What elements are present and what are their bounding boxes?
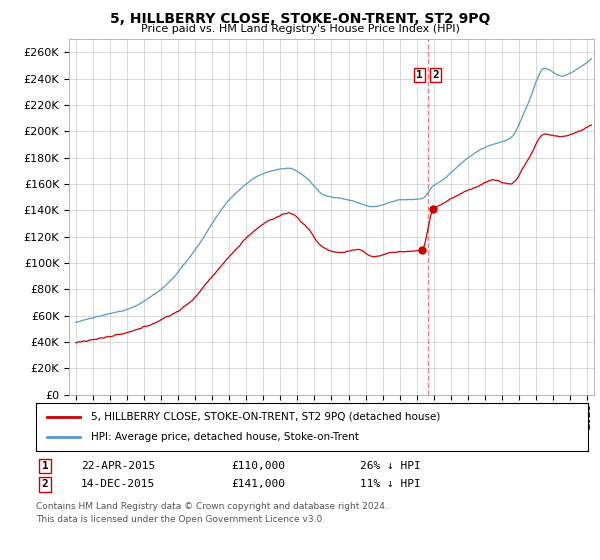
Text: Price paid vs. HM Land Registry's House Price Index (HPI): Price paid vs. HM Land Registry's House …: [140, 24, 460, 34]
Text: 2: 2: [41, 479, 49, 489]
Text: 2: 2: [432, 70, 439, 80]
Text: £110,000: £110,000: [231, 461, 285, 471]
Text: HPI: Average price, detached house, Stoke-on-Trent: HPI: Average price, detached house, Stok…: [91, 432, 359, 442]
Text: 26% ↓ HPI: 26% ↓ HPI: [360, 461, 421, 471]
Text: £141,000: £141,000: [231, 479, 285, 489]
Text: 11% ↓ HPI: 11% ↓ HPI: [360, 479, 421, 489]
Text: 1: 1: [416, 70, 423, 80]
Text: 5, HILLBERRY CLOSE, STOKE-ON-TRENT, ST2 9PQ: 5, HILLBERRY CLOSE, STOKE-ON-TRENT, ST2 …: [110, 12, 490, 26]
Text: 5, HILLBERRY CLOSE, STOKE-ON-TRENT, ST2 9PQ (detached house): 5, HILLBERRY CLOSE, STOKE-ON-TRENT, ST2 …: [91, 412, 440, 422]
Text: 22-APR-2015: 22-APR-2015: [81, 461, 155, 471]
Text: 14-DEC-2015: 14-DEC-2015: [81, 479, 155, 489]
Text: Contains HM Land Registry data © Crown copyright and database right 2024.: Contains HM Land Registry data © Crown c…: [36, 502, 388, 511]
Text: This data is licensed under the Open Government Licence v3.0.: This data is licensed under the Open Gov…: [36, 515, 325, 524]
Text: 1: 1: [41, 461, 49, 471]
